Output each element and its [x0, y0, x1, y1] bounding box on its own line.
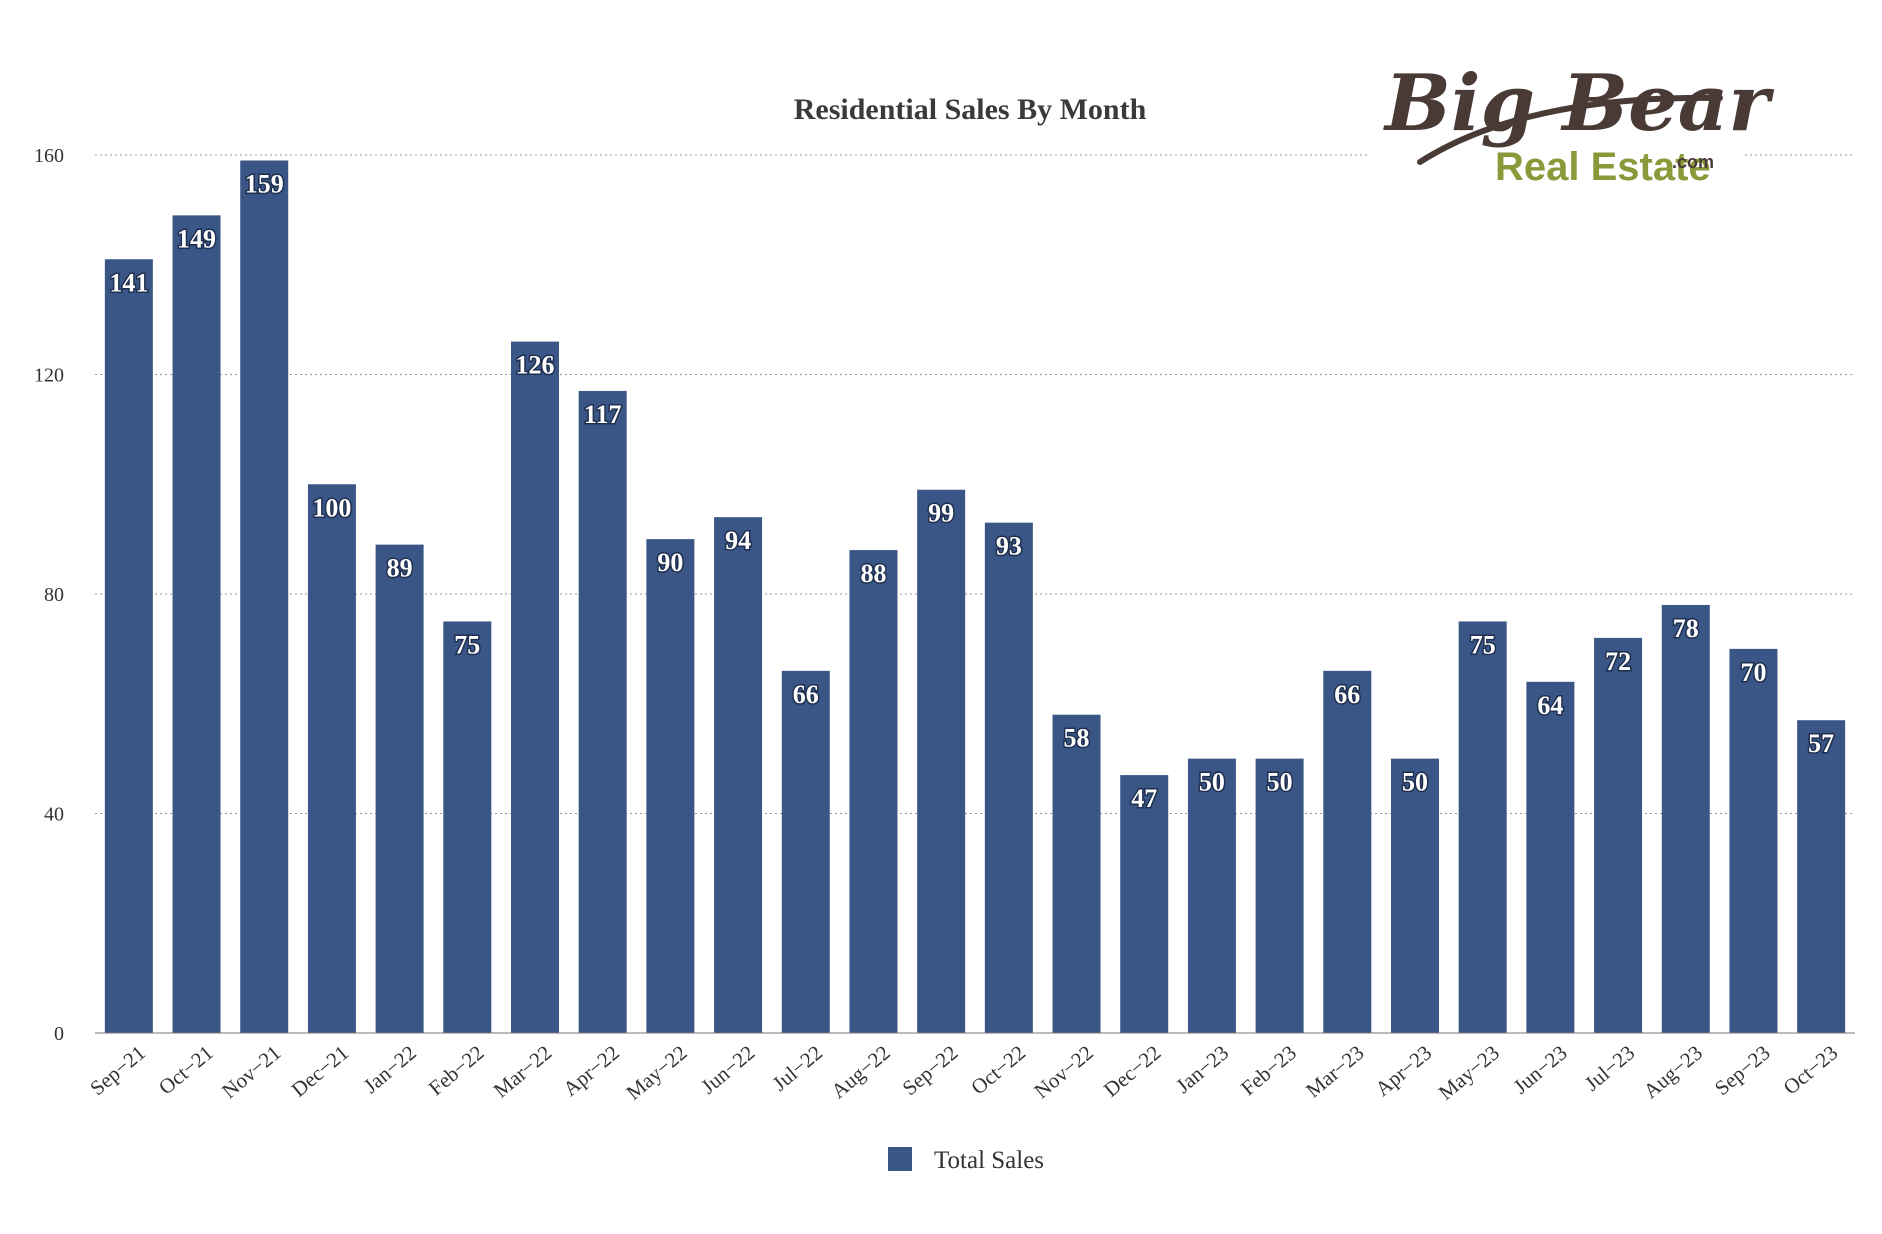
- x-tick-label: Sep−23: [1710, 1040, 1775, 1100]
- bar: [714, 517, 763, 1033]
- x-tick-label: Feb−23: [1236, 1040, 1301, 1100]
- bar: [984, 522, 1033, 1033]
- data-label: 100: [312, 493, 351, 522]
- bar: [511, 341, 559, 1033]
- data-label: 47: [1131, 784, 1157, 813]
- bar: [578, 390, 627, 1033]
- y-axis-ticks: 0 40 80 120 160: [34, 145, 64, 1045]
- bar: [104, 259, 153, 1033]
- data-label: 94: [725, 526, 751, 555]
- x-tick-label: Sep−21: [85, 1040, 150, 1100]
- y-tick-label: 0: [54, 1023, 64, 1045]
- data-label: 58: [1064, 724, 1090, 753]
- bar: [1458, 621, 1507, 1033]
- y-tick-label: 160: [34, 145, 64, 167]
- data-label: 149: [177, 224, 216, 253]
- x-tick-label: Jul−23: [1580, 1040, 1639, 1095]
- data-labels: 141 149 159 100 89 75 126 117 90 94 66 88 99 93 58 47 50…: [108, 168, 1836, 815]
- data-label: 72: [1605, 647, 1631, 676]
- x-tick-label: Oct−22: [966, 1040, 1030, 1099]
- data-label: 141: [109, 268, 148, 297]
- data-label: 50: [1267, 768, 1293, 797]
- x-tick-label: May−23: [1434, 1040, 1504, 1104]
- bar: [1323, 670, 1372, 1033]
- bars: [104, 160, 1846, 1034]
- x-tick-label: Aug−23: [1639, 1040, 1707, 1103]
- x-tick-label: Feb−22: [424, 1040, 489, 1100]
- data-label: 50: [1199, 768, 1225, 797]
- legend-swatch: [888, 1147, 912, 1171]
- data-label: 126: [516, 351, 555, 380]
- legend: Total Sales: [888, 1147, 1044, 1174]
- data-label: 57: [1808, 729, 1834, 758]
- data-label: 75: [454, 630, 480, 659]
- bar: [1255, 758, 1304, 1033]
- x-tick-label: Jan−22: [359, 1040, 421, 1097]
- bar: [1391, 758, 1439, 1033]
- data-label: 66: [793, 680, 819, 709]
- bar: [781, 670, 830, 1033]
- bar: [240, 160, 289, 1034]
- bar: [917, 489, 966, 1033]
- data-label: 90: [657, 548, 683, 577]
- x-tick-label: Mar−23: [1301, 1040, 1368, 1102]
- x-tick-label: Jun−22: [696, 1040, 759, 1098]
- bar: [1120, 775, 1169, 1033]
- grid-lines: [95, 154, 1855, 814]
- x-tick-label: Nov−21: [217, 1040, 285, 1103]
- x-tick-label: Dec−21: [287, 1040, 353, 1101]
- bar: [1797, 720, 1846, 1033]
- bar: [1187, 758, 1236, 1033]
- data-label: 99: [928, 499, 954, 528]
- bar: [1526, 681, 1575, 1033]
- logo-script-text: Big Bear: [1383, 58, 1774, 149]
- data-label: 93: [996, 532, 1022, 561]
- y-tick-label: 40: [44, 804, 64, 826]
- bar: [646, 539, 695, 1033]
- data-label: 89: [387, 554, 413, 583]
- x-tick-label: Oct−21: [154, 1040, 218, 1099]
- x-tick-label: Jul−22: [768, 1040, 827, 1095]
- bar: [849, 550, 898, 1033]
- data-label: 159: [245, 169, 284, 198]
- bar: [443, 621, 492, 1033]
- bar: [1729, 648, 1778, 1033]
- bar: [172, 215, 221, 1034]
- data-label: 66: [1334, 680, 1360, 709]
- data-label: 75: [1470, 630, 1496, 659]
- bar: [375, 544, 424, 1033]
- x-tick-label: May−22: [622, 1040, 692, 1104]
- x-axis-ticks: Sep−21 Oct−21 Nov−21 Dec−21 Jan−22 Feb−22 Mar−…: [85, 1040, 1842, 1104]
- data-label: 70: [1740, 658, 1766, 687]
- logo-swoosh-icon: [1417, 94, 1723, 165]
- bar: [307, 484, 356, 1033]
- x-tick-label: Aug−22: [826, 1040, 894, 1103]
- x-tick-label: Jun−23: [1509, 1040, 1572, 1098]
- brand-logo: Big Bear Real Estate .com: [1370, 58, 1774, 192]
- x-tick-label: Apr−22: [558, 1040, 624, 1100]
- x-tick-label: Mar−22: [489, 1040, 556, 1102]
- legend-label: Total Sales: [934, 1147, 1044, 1174]
- x-tick-label: Oct−23: [1779, 1040, 1843, 1099]
- x-tick-label: Nov−22: [1029, 1040, 1097, 1103]
- data-label: 78: [1673, 614, 1699, 643]
- logo-background: [1370, 72, 1745, 192]
- y-tick-label: 80: [44, 584, 64, 606]
- logo-suffix-text: .com: [1672, 152, 1714, 172]
- bar: [1661, 604, 1710, 1033]
- chart-title: Residential Sales By Month: [794, 93, 1147, 126]
- data-label: 117: [584, 400, 622, 429]
- data-label: 50: [1402, 768, 1428, 797]
- logo-sub-text: Real Estate: [1495, 145, 1711, 189]
- x-tick-label: Jan−23: [1171, 1040, 1233, 1097]
- x-tick-label: Dec−22: [1099, 1040, 1165, 1101]
- bar: [1052, 714, 1101, 1033]
- y-tick-label: 120: [34, 365, 64, 387]
- data-label: 64: [1537, 691, 1563, 720]
- bar: [1594, 637, 1643, 1033]
- x-tick-label: Apr−23: [1371, 1040, 1437, 1100]
- x-tick-label: Sep−22: [898, 1040, 963, 1100]
- data-label: 88: [860, 559, 886, 588]
